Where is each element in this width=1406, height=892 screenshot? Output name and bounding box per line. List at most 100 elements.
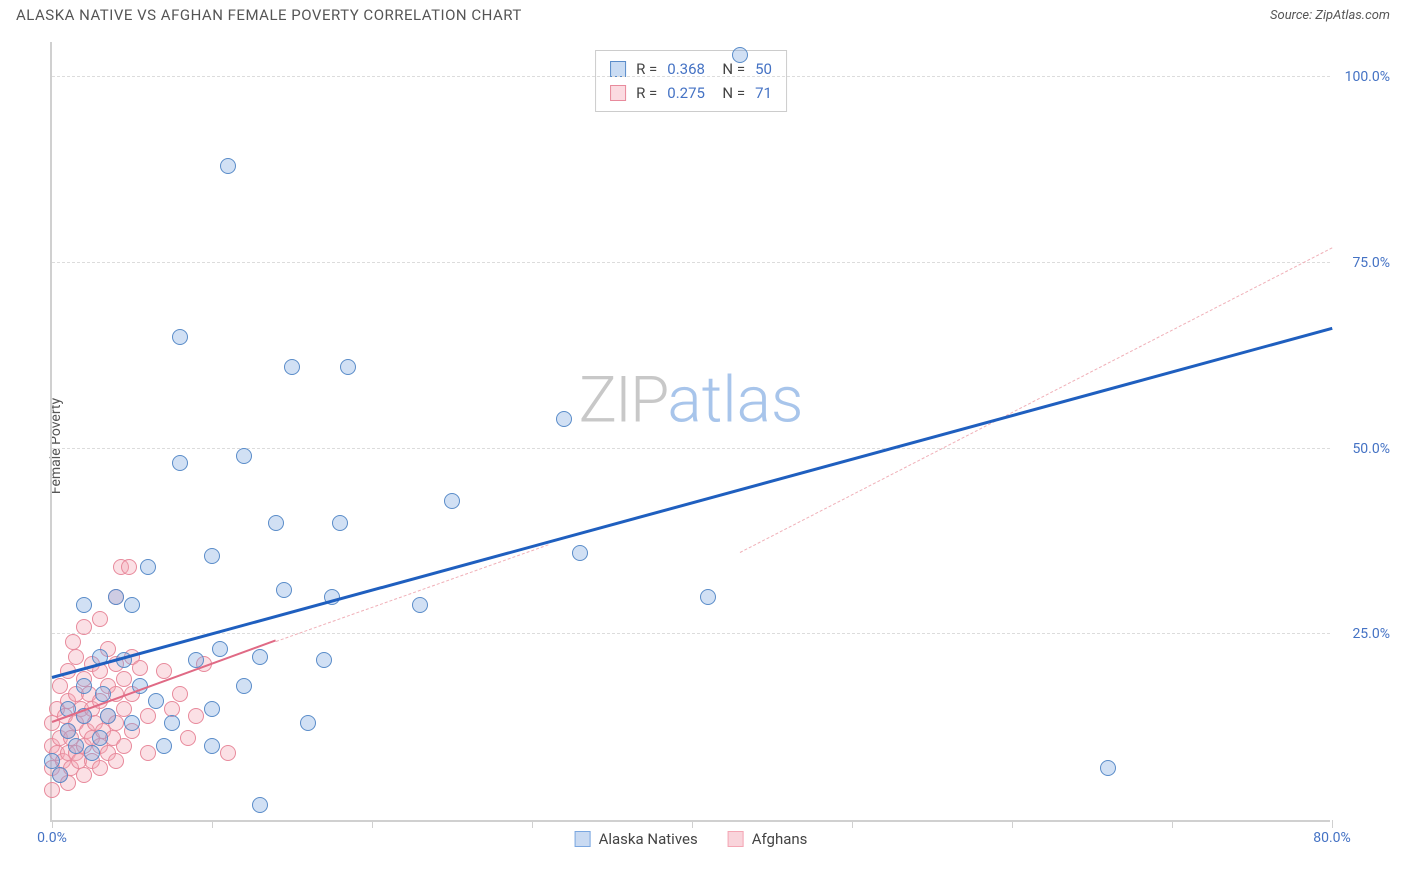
data-point (92, 730, 108, 746)
data-point (116, 671, 132, 687)
data-point (44, 753, 60, 769)
y-tick-label: 75.0% (1335, 255, 1390, 271)
data-point (204, 738, 220, 754)
data-point (156, 738, 172, 754)
data-point (124, 715, 140, 731)
data-point (52, 678, 68, 694)
x-tick (372, 820, 373, 828)
data-point (76, 678, 92, 694)
data-point (52, 767, 68, 783)
data-point (700, 589, 716, 605)
x-tick (852, 820, 853, 828)
data-point (76, 767, 92, 783)
legend-item-afghan: Afghans (728, 830, 808, 848)
x-tick (1172, 820, 1173, 828)
data-point (108, 753, 124, 769)
data-point (164, 701, 180, 717)
watermark-part1: ZIP (579, 362, 668, 437)
y-tick-label: 50.0% (1335, 441, 1390, 457)
data-point (732, 47, 748, 63)
y-tick-label: 25.0% (1335, 626, 1390, 642)
data-point (100, 708, 116, 724)
legend-swatch-icon (575, 831, 591, 847)
data-point (268, 515, 284, 531)
data-point (124, 597, 140, 613)
legend-n-value-afghan: 71 (755, 81, 772, 105)
legend-row-afghan: R = 0.275 N = 71 (610, 81, 772, 105)
data-point (172, 329, 188, 345)
legend-label: Alaska Natives (599, 830, 698, 848)
source-label: Source: ZipAtlas.com (1270, 8, 1390, 23)
data-point (140, 745, 156, 761)
data-point (236, 678, 252, 694)
legend-swatch-alaska (610, 61, 626, 77)
data-point (300, 715, 316, 731)
data-point (92, 760, 108, 776)
data-point (84, 745, 100, 761)
data-point (68, 649, 84, 665)
data-point (121, 559, 137, 575)
trend-line (52, 327, 1333, 679)
data-point (316, 652, 332, 668)
gridline (52, 262, 1330, 263)
data-point (65, 634, 81, 650)
legend-r-label: R = (636, 81, 657, 105)
x-tick (1012, 820, 1013, 828)
data-point (116, 701, 132, 717)
correlation-legend: R = 0.368 N = 50 R = 0.275 N = 71 (595, 50, 787, 112)
data-point (236, 448, 252, 464)
data-point (340, 359, 356, 375)
data-point (148, 693, 164, 709)
legend-n-value-alaska: 50 (755, 57, 772, 81)
data-point (220, 745, 236, 761)
legend-r-label: R = (636, 57, 657, 81)
data-point (44, 782, 60, 798)
data-point (220, 158, 236, 174)
scatter-chart: ZIPatlas R = 0.368 N = 50 R = 0.275 N = … (50, 42, 1330, 822)
x-tick (532, 820, 533, 828)
data-point (116, 738, 132, 754)
legend-item-alaska: Alaska Natives (575, 830, 698, 848)
data-point (412, 597, 428, 613)
y-tick-label: 100.0% (1335, 69, 1390, 85)
data-point (188, 708, 204, 724)
series-legend: Alaska Natives Afghans (575, 830, 808, 848)
gridline (52, 76, 1330, 77)
data-point (1100, 760, 1116, 776)
legend-swatch-icon (728, 831, 744, 847)
data-point (284, 359, 300, 375)
legend-r-value-alaska: 0.368 (667, 57, 705, 81)
legend-swatch-afghan (610, 85, 626, 101)
data-point (444, 493, 460, 509)
data-point (204, 701, 220, 717)
legend-r-value-afghan: 0.275 (667, 81, 705, 105)
data-point (252, 649, 268, 665)
x-tick (692, 820, 693, 828)
gridline (52, 633, 1330, 634)
x-tick (52, 820, 53, 828)
data-point (92, 611, 108, 627)
x-tick (1332, 820, 1333, 828)
data-point (76, 597, 92, 613)
data-point (132, 660, 148, 676)
data-point (252, 797, 268, 813)
chart-title: ALASKA NATIVE VS AFGHAN FEMALE POVERTY C… (16, 6, 522, 24)
data-point (108, 589, 124, 605)
x-tick-label: 80.0% (1313, 830, 1351, 846)
data-point (68, 738, 84, 754)
data-point (332, 515, 348, 531)
data-point (164, 715, 180, 731)
data-point (204, 548, 220, 564)
data-point (172, 455, 188, 471)
data-point (76, 619, 92, 635)
trend-extrapolation (276, 544, 548, 642)
trend-extrapolation (740, 247, 1332, 552)
data-point (180, 730, 196, 746)
watermark-part2: atlas (667, 362, 803, 437)
data-point (60, 723, 76, 739)
watermark: ZIPatlas (579, 362, 804, 437)
data-point (140, 559, 156, 575)
x-tick-label: 0.0% (37, 830, 67, 846)
x-tick (212, 820, 213, 828)
data-point (212, 641, 228, 657)
